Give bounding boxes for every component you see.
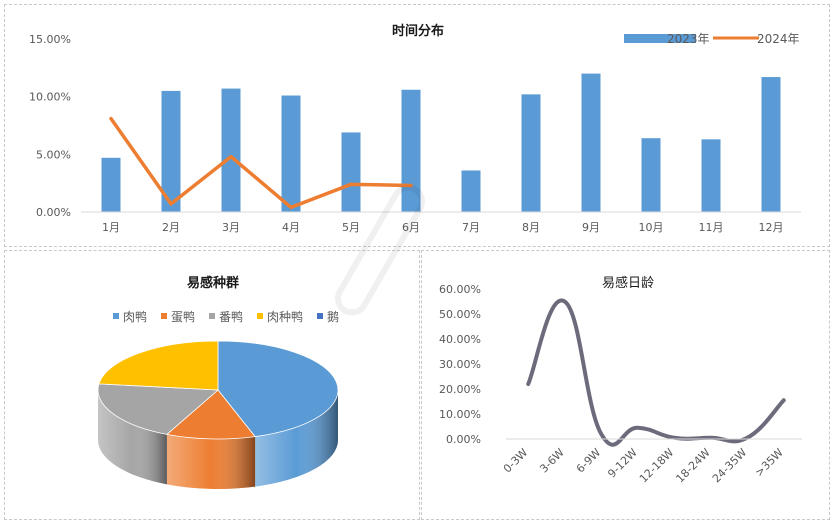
x-axis: 1月 2月 3月 4月 5月 6月 7月 8月 9月 10月 11月 12月: [81, 211, 801, 234]
x-tick-label: 3月: [222, 221, 240, 234]
legend-label-2024: 2024年: [757, 32, 800, 46]
bar-2023: [341, 132, 361, 212]
legend-swatch: [209, 313, 215, 319]
time-distribution-chart: 时间分布 2023年 2024年 0.00%5.00%10.00%15.00% …: [29, 23, 801, 234]
legend-label: 蛋鸭: [171, 310, 195, 324]
legend: 肉鸭 蛋鸭 番鸭 肉种鸭 鹅: [113, 310, 339, 324]
bar-2023: [221, 88, 241, 212]
pie-slice: [98, 340, 219, 391]
legend-swatch: [113, 313, 119, 319]
legend-label: 鹅: [327, 310, 339, 324]
y-axis: 0.00% 5.00% 10.00% 15.00%: [29, 33, 71, 219]
pie-side-shade: [166, 434, 256, 489]
y-tick-label: 40.00%: [439, 333, 481, 346]
bar-series-2023: [101, 73, 781, 212]
chart-title: 时间分布: [392, 23, 444, 39]
legend-label: 肉鸭: [123, 310, 147, 324]
susceptible-age-chart: 易感日龄 0.00% 10.00% 20.00% 30.00% 40.00% 50.00%…: [439, 275, 802, 486]
susceptible-age-panel: 易感日龄 0.00% 10.00% 20.00% 30.00% 40.00% 50.00%…: [421, 250, 830, 520]
legend-swatch: [317, 313, 323, 319]
pie: [97, 340, 339, 489]
susceptible-population-chart: 易感种群 肉鸭 蛋鸭 番鸭 肉种鸭 鹅: [97, 275, 339, 489]
x-tick-label: 9-12W: [605, 446, 640, 481]
y-tick-label: 60.00%: [439, 283, 481, 296]
x-tick-label: 0-3W: [501, 446, 531, 476]
x-tick-label: 5月: [342, 221, 360, 234]
pie-slice: [166, 389, 256, 440]
legend-swatch: [161, 313, 167, 319]
chart-title: 易感种群: [187, 275, 239, 291]
x-tick-label: 12-18W: [637, 446, 677, 486]
x-tick-label: 1月: [102, 221, 120, 234]
x-tick-label: 7月: [462, 221, 480, 234]
susceptible-population-panel: 易感种群 肉鸭 蛋鸭 番鸭 肉种鸭 鹅: [4, 250, 420, 520]
bar-2023: [701, 139, 721, 212]
age-line: [526, 298, 786, 447]
y-tick-label: 30.00%: [439, 358, 481, 371]
y-tick-label: 50.00%: [439, 308, 481, 321]
bar-2023: [461, 170, 481, 212]
bar-2023: [101, 157, 121, 212]
y-tick-label: 10.00%: [439, 408, 481, 421]
line-series-2024: [109, 116, 413, 210]
x-tick-label: 3-6W: [537, 446, 567, 476]
bar-2023: [281, 95, 301, 212]
y-axis: 0.00% 10.00% 20.00% 30.00% 40.00% 50.00% 60.00…: [439, 283, 481, 446]
y-tick-label: 20.00%: [439, 383, 481, 396]
x-tick-label: 24-35W: [710, 446, 750, 486]
line-2024: [109, 116, 413, 210]
pie-side-shade: [97, 390, 167, 485]
time-distribution-panel: 时间分布 2023年 2024年 0.00% 5.00% 10.00% 15.00% …: [4, 4, 830, 247]
x-tick-label: 18-24W: [673, 446, 713, 486]
pie-side-shade: [255, 390, 338, 487]
y-tick-label: 15.00%: [29, 33, 71, 46]
bar-2023: [521, 94, 541, 212]
bar-2023: [761, 77, 781, 212]
x-tick-label: 4月: [282, 221, 300, 234]
legend-label: 肉种鸭: [267, 310, 303, 324]
bar-2023: [581, 73, 601, 212]
x-tick-label: >35W: [753, 446, 786, 479]
pie-slice: [217, 340, 339, 438]
bar-2023: [401, 89, 421, 212]
y-tick-label: 5.00%: [36, 148, 71, 161]
bar-2023: [161, 90, 181, 212]
y-tick-label: 0.00%: [446, 433, 481, 446]
legend-label-2023: 2023年: [667, 32, 710, 46]
x-tick-label: 12月: [759, 221, 784, 234]
x-tick-label: 6月: [402, 221, 420, 234]
x-tick-label: 2月: [162, 221, 180, 234]
x-tick-label: 8月: [522, 221, 540, 234]
legend-swatch: [257, 313, 263, 319]
y-tick-label: 0.00%: [36, 206, 71, 219]
age-line-series: [526, 298, 786, 447]
bar-2023: [641, 138, 661, 212]
legend-label: 番鸭: [219, 310, 243, 324]
x-tick-label: 11月: [699, 221, 724, 234]
x-tick-label: 10月: [639, 221, 664, 234]
y-tick-label: 10.00%: [29, 91, 71, 104]
x-tick-label: 9月: [582, 221, 600, 234]
pie-slice: [97, 383, 220, 435]
chart-title: 易感日龄: [602, 275, 654, 291]
x-tick-label: 6-9W: [574, 446, 604, 476]
legend-swatch-2023: [624, 34, 696, 43]
legend: 2023年 2024年: [624, 32, 800, 46]
